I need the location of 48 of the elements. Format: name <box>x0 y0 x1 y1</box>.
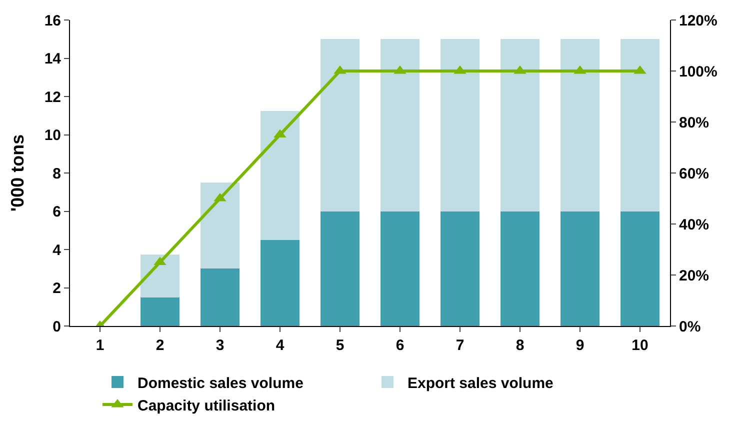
legend-label: Export sales volume <box>408 374 554 392</box>
bar <box>560 211 600 326</box>
y-tick-label: 6 <box>52 204 61 220</box>
bar <box>620 211 660 326</box>
y-tick-label: 16 <box>44 12 61 30</box>
bar <box>560 39 600 212</box>
x-tick-label: 4 <box>276 337 285 354</box>
x-tick-label: 1 <box>96 337 104 354</box>
bar <box>380 39 420 212</box>
bar <box>320 39 360 212</box>
x-tick-label: 5 <box>336 337 344 354</box>
y2-tick-label: 20% <box>679 267 710 284</box>
y2-tick-label: 40% <box>679 216 710 234</box>
bar <box>500 39 540 212</box>
y2-tick-label: 60% <box>679 165 710 182</box>
bar <box>380 211 420 326</box>
bar <box>260 110 300 240</box>
y-tick-label: 14 <box>44 50 62 68</box>
x-tick-label: 10 <box>632 337 648 354</box>
bar <box>200 182 240 269</box>
y-tick-label: 4 <box>52 242 62 259</box>
y2-tick-label: 100% <box>679 63 718 80</box>
bar <box>140 297 180 326</box>
x-tick-label: 3 <box>216 337 224 354</box>
bar <box>260 240 300 326</box>
legend-label: Domestic sales volume <box>138 374 304 392</box>
bar <box>440 211 480 326</box>
x-tick-label: 6 <box>396 337 404 354</box>
y-tick-label: 10 <box>44 127 61 144</box>
x-tick-label: 9 <box>576 337 584 354</box>
y-axis-title: '000 tons <box>8 134 28 212</box>
x-tick-label: 2 <box>156 337 164 354</box>
legend-label: Capacity utilisation <box>138 397 276 414</box>
bar <box>140 254 180 298</box>
x-tick-label: 7 <box>456 337 464 354</box>
y-tick-label: 2 <box>52 280 61 297</box>
y2-tick-label: 120% <box>679 12 718 30</box>
y2-tick-label: 80% <box>679 114 710 132</box>
bar <box>620 39 660 212</box>
bar <box>200 268 240 326</box>
y-tick-label: 8 <box>52 165 61 182</box>
y-tick-label: 12 <box>44 88 61 106</box>
bar <box>500 211 540 326</box>
y2-tick-label: 0% <box>679 318 701 336</box>
bar <box>320 211 360 326</box>
x-tick-label: 8 <box>516 337 524 354</box>
y-tick-label: 0 <box>52 318 61 336</box>
bar <box>440 39 480 212</box>
